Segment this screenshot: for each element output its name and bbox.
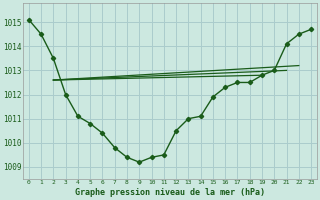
X-axis label: Graphe pression niveau de la mer (hPa): Graphe pression niveau de la mer (hPa) (75, 188, 265, 197)
